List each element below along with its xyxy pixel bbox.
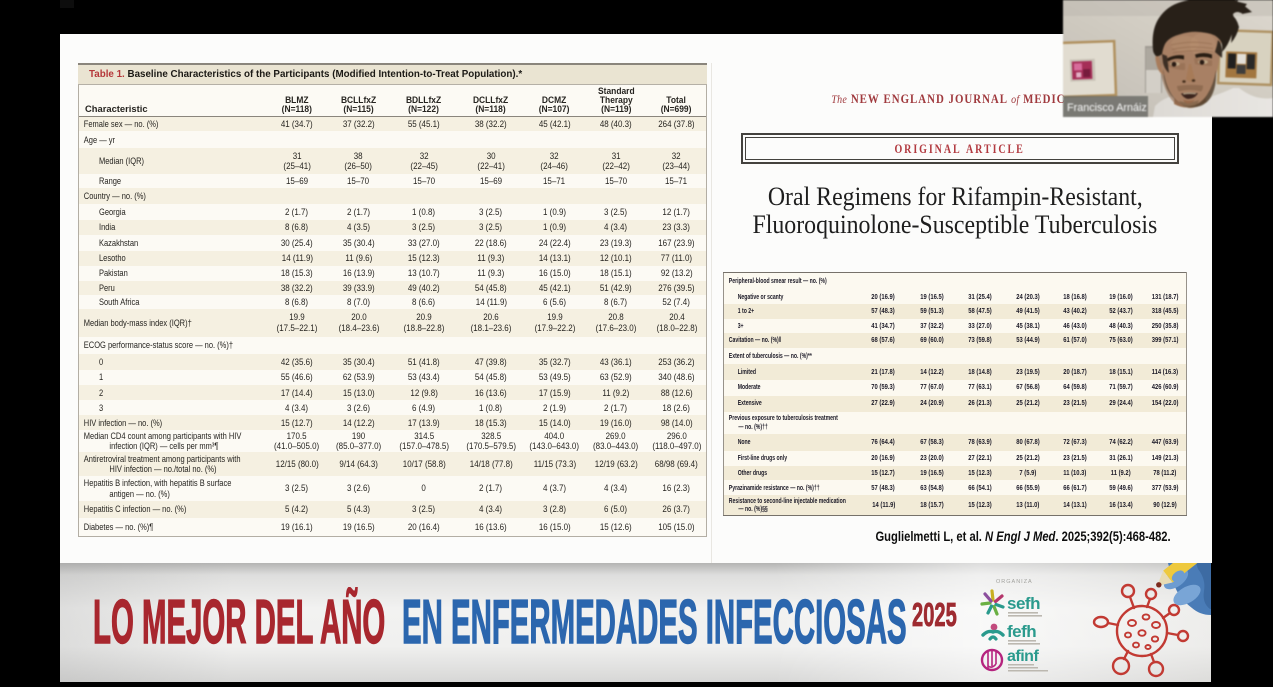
svg-text:ORGANIZA: ORGANIZA xyxy=(996,579,1033,585)
svg-text:afinf: afinf xyxy=(1007,648,1039,665)
svg-text:fefh: fefh xyxy=(1007,622,1036,641)
svg-text:sefh: sefh xyxy=(1007,594,1040,613)
svg-text:Francisco Arnáiz: Francisco Arnáiz xyxy=(1067,102,1147,114)
